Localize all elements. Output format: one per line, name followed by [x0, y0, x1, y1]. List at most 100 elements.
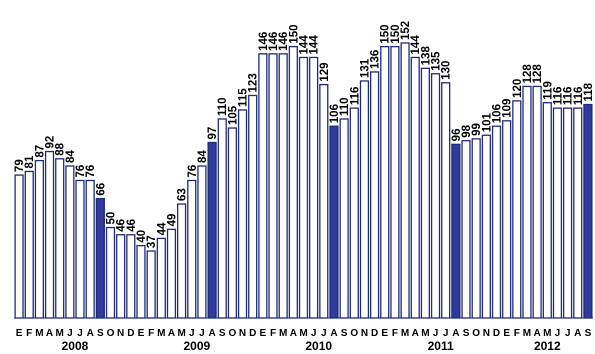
month-label-37: F	[392, 328, 398, 339]
month-label-13: F	[148, 328, 154, 339]
value-label-24: 146	[258, 32, 270, 51]
bar-27	[288, 45, 298, 319]
month-label-54: J	[565, 328, 571, 339]
bar-7	[85, 179, 95, 319]
value-label-35: 136	[370, 50, 382, 69]
month-label-50: M	[523, 328, 531, 339]
bar-46	[481, 134, 491, 319]
bar-14	[156, 237, 166, 319]
bar-42	[441, 82, 451, 319]
bar-6	[75, 179, 85, 319]
month-label-42: J	[443, 328, 449, 339]
year-labels-group: 2008 2009 2010 2011 2012	[62, 339, 561, 353]
bar-4	[55, 158, 65, 319]
month-label-32: S	[341, 328, 348, 339]
value-label-18: 84	[197, 150, 209, 163]
bar-15	[166, 228, 177, 319]
value-label-14: 44	[156, 222, 168, 235]
bar-33	[349, 107, 359, 319]
value-label-28: 144	[299, 35, 311, 55]
month-label-28: M	[299, 328, 307, 339]
value-label-7: 76	[85, 165, 97, 178]
value-label-25: 146	[268, 32, 280, 51]
bar-11	[126, 234, 136, 319]
month-label-40: M	[421, 328, 429, 339]
value-label-13: 37	[146, 235, 158, 248]
value-label-12: 40	[136, 230, 148, 243]
month-label-10: N	[117, 328, 124, 339]
bar-41	[430, 73, 441, 319]
month-label-9: O	[107, 328, 115, 339]
value-label-42: 130	[441, 61, 453, 80]
value-label-56: 118	[583, 82, 595, 101]
value-label-38: 152	[400, 21, 412, 40]
month-label-5: J	[67, 328, 73, 339]
bar-24	[258, 53, 268, 319]
bar-45	[471, 138, 481, 319]
value-label-2: 87	[34, 145, 46, 158]
value-label-10: 46	[116, 219, 128, 232]
bar-23	[248, 94, 258, 319]
value-label-11: 46	[126, 219, 138, 232]
bar-13	[146, 250, 156, 319]
bar-19	[207, 141, 217, 319]
year-label-2010: 2010	[305, 339, 332, 353]
value-label-40: 138	[420, 46, 432, 66]
bar-31	[329, 125, 339, 319]
bar-54	[562, 107, 573, 319]
value-label-43: 96	[451, 129, 463, 142]
bar-26	[278, 53, 288, 319]
value-label-36: 150	[380, 24, 392, 43]
bar-50	[522, 85, 532, 319]
bar-47	[491, 125, 502, 319]
value-label-46: 101	[481, 112, 493, 132]
bar-8	[95, 197, 105, 319]
value-label-51: 128	[532, 64, 544, 84]
bar-53	[552, 107, 563, 319]
value-label-47: 106	[492, 104, 504, 123]
value-labels-group: 7981879288847676665046464037444963768497…	[14, 21, 595, 248]
month-label-33: O	[350, 328, 358, 339]
month-label-27: A	[290, 328, 297, 339]
bar-40	[420, 67, 430, 319]
value-label-19: 97	[207, 127, 219, 140]
bar-35	[369, 71, 380, 319]
bar-22	[237, 109, 248, 319]
month-label-25: F	[270, 328, 276, 339]
bar-36	[380, 45, 390, 319]
year-label-2012: 2012	[534, 339, 561, 353]
bar-51	[532, 85, 542, 319]
month-label-41: J	[433, 328, 439, 339]
bar-30	[319, 83, 329, 319]
bar-43	[451, 143, 461, 319]
value-label-9: 50	[106, 212, 118, 225]
month-label-45: O	[472, 328, 480, 339]
month-label-22: N	[239, 328, 246, 339]
month-label-39: A	[412, 328, 419, 339]
bar-17	[187, 179, 197, 319]
value-label-15: 49	[166, 214, 178, 227]
bar-28	[298, 56, 309, 319]
month-label-20: S	[219, 328, 226, 339]
value-label-50: 128	[522, 64, 534, 84]
month-label-51: A	[534, 328, 541, 339]
month-label-30: J	[321, 328, 327, 339]
bar-55	[573, 107, 583, 319]
month-label-17: J	[189, 328, 195, 339]
bars-group	[14, 42, 593, 319]
value-label-21: 105	[227, 105, 239, 125]
month-label-3: A	[46, 328, 53, 339]
value-label-23: 123	[248, 73, 260, 92]
bar-0	[14, 174, 24, 319]
month-label-24: E	[260, 328, 267, 339]
year-label-2008: 2008	[62, 339, 89, 353]
month-label-48: E	[503, 328, 510, 339]
month-label-4: M	[56, 328, 64, 339]
value-label-39: 144	[410, 35, 422, 55]
bar-32	[339, 118, 349, 319]
month-label-15: A	[168, 328, 175, 339]
bar-16	[176, 203, 187, 319]
